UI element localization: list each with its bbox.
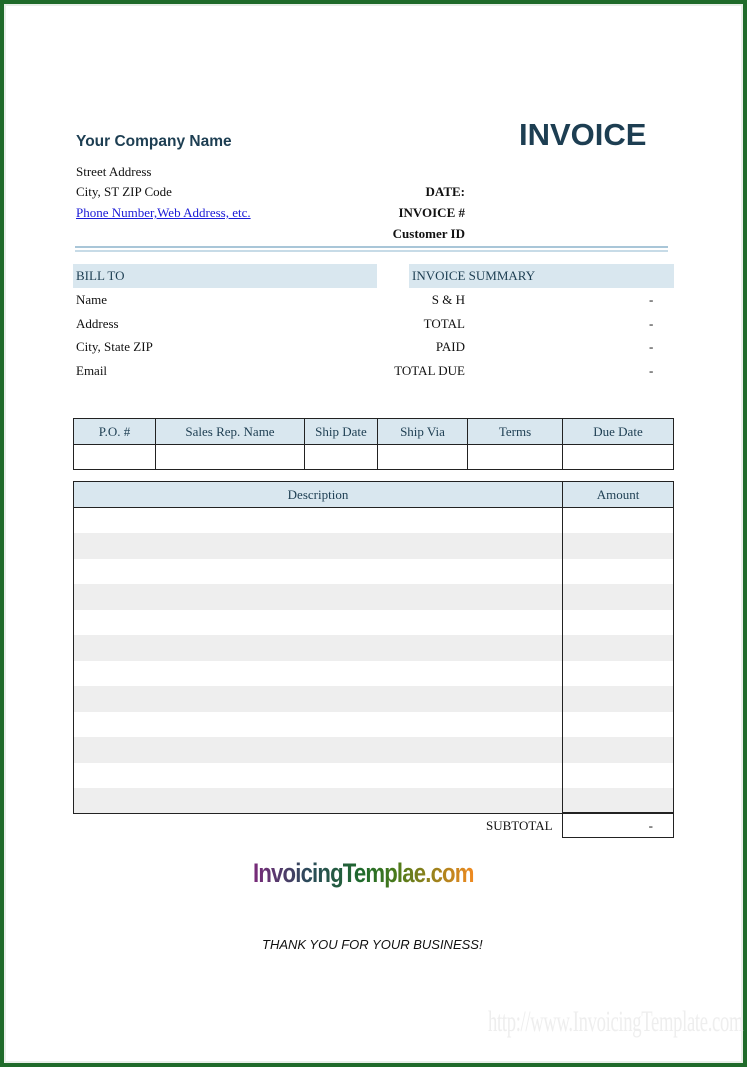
amount-cell[interactable] bbox=[562, 533, 674, 559]
item-row bbox=[73, 660, 674, 686]
description-cell[interactable] bbox=[73, 558, 563, 584]
bill-to-name: Name bbox=[76, 292, 108, 307]
description-cell[interactable] bbox=[73, 686, 563, 712]
bill-to-heading: BILL TO bbox=[73, 264, 377, 288]
description-cell[interactable] bbox=[73, 507, 563, 533]
summary-heading: INVOICE SUMMARY bbox=[409, 264, 674, 288]
item-row bbox=[73, 609, 674, 635]
item-row bbox=[73, 711, 674, 737]
company-name: Your Company Name bbox=[76, 133, 232, 150]
amount-cell[interactable] bbox=[562, 635, 674, 661]
contact-link[interactable]: Phone Number,Web Address, etc. bbox=[76, 205, 251, 220]
bill-to-city: City, State ZIP bbox=[76, 339, 153, 354]
subtotal-value: - bbox=[562, 812, 674, 838]
ship-via-header: Ship Via bbox=[377, 418, 468, 445]
po-header: P.O. # bbox=[73, 418, 156, 445]
item-row bbox=[73, 558, 674, 584]
description-cell[interactable] bbox=[73, 609, 563, 635]
invoice-number-label: INVOICE # bbox=[398, 205, 465, 220]
description-header: Description bbox=[73, 481, 563, 508]
thank-you-note: THANK YOU FOR YOUR BUSINESS! bbox=[262, 937, 483, 952]
po-cell[interactable] bbox=[73, 444, 156, 470]
divider bbox=[75, 246, 668, 248]
customer-id-label: Customer ID bbox=[392, 226, 465, 241]
summary-total-label: TOTAL bbox=[423, 316, 465, 331]
sales-rep-header: Sales Rep. Name bbox=[155, 418, 305, 445]
item-row bbox=[73, 762, 674, 788]
sales-rep-cell[interactable] bbox=[155, 444, 305, 470]
watermark: http://www.InvoicingTemplate.com bbox=[488, 1005, 744, 1038]
date-label: DATE: bbox=[425, 184, 465, 199]
ship-date-cell[interactable] bbox=[304, 444, 378, 470]
bill-to-address: Address bbox=[76, 316, 119, 331]
item-row bbox=[73, 635, 674, 661]
amount-cell[interactable] bbox=[562, 686, 674, 712]
amount-cell[interactable] bbox=[562, 711, 674, 737]
street-address: Street Address bbox=[76, 164, 152, 179]
description-cell[interactable] bbox=[73, 660, 563, 686]
amount-cell[interactable] bbox=[562, 762, 674, 788]
item-row bbox=[73, 584, 674, 610]
description-cell[interactable] bbox=[73, 635, 563, 661]
amount-cell[interactable] bbox=[562, 737, 674, 763]
summary-total-value: - bbox=[649, 316, 654, 331]
subtotal-label: SUBTOTAL bbox=[486, 818, 553, 833]
divider bbox=[75, 250, 668, 252]
amount-cell[interactable] bbox=[562, 660, 674, 686]
amount-cell[interactable] bbox=[562, 558, 674, 584]
ship-via-cell[interactable] bbox=[377, 444, 468, 470]
description-cell[interactable] bbox=[73, 584, 563, 610]
description-cell[interactable] bbox=[73, 762, 563, 788]
amount-cell[interactable] bbox=[562, 584, 674, 610]
amount-cell[interactable] bbox=[562, 788, 674, 814]
logo: InvoicingTemplae.com bbox=[253, 858, 474, 888]
terms-cell[interactable] bbox=[467, 444, 563, 470]
summary-due-label: TOTAL DUE bbox=[394, 363, 465, 378]
terms-header: Terms bbox=[467, 418, 563, 445]
item-row bbox=[73, 788, 674, 814]
amount-cell[interactable] bbox=[562, 609, 674, 635]
city-zip: City, ST ZIP Code bbox=[76, 184, 172, 199]
amount-cell[interactable] bbox=[562, 507, 674, 533]
summary-due-value: - bbox=[649, 363, 654, 378]
due-date-header: Due Date bbox=[562, 418, 674, 445]
item-row bbox=[73, 686, 674, 712]
bill-to-email: Email bbox=[76, 363, 108, 378]
invoice-title: INVOICE bbox=[519, 117, 647, 152]
description-cell[interactable] bbox=[73, 737, 563, 763]
summary-sh-value: - bbox=[649, 292, 654, 307]
description-cell[interactable] bbox=[73, 788, 563, 814]
order-table: P.O. # Sales Rep. Name Ship Date Ship Vi… bbox=[73, 418, 674, 470]
item-row bbox=[73, 737, 674, 763]
amount-header: Amount bbox=[562, 481, 674, 508]
due-date-cell[interactable] bbox=[562, 444, 674, 470]
summary-paid-value: - bbox=[649, 339, 654, 354]
ship-date-header: Ship Date bbox=[304, 418, 378, 445]
item-row bbox=[73, 507, 674, 533]
description-cell[interactable] bbox=[73, 533, 563, 559]
item-row bbox=[73, 533, 674, 559]
items-table: Description Amount bbox=[73, 481, 674, 814]
summary-sh-label: S & H bbox=[431, 292, 465, 307]
summary-paid-label: PAID bbox=[435, 339, 465, 354]
description-cell[interactable] bbox=[73, 711, 563, 737]
